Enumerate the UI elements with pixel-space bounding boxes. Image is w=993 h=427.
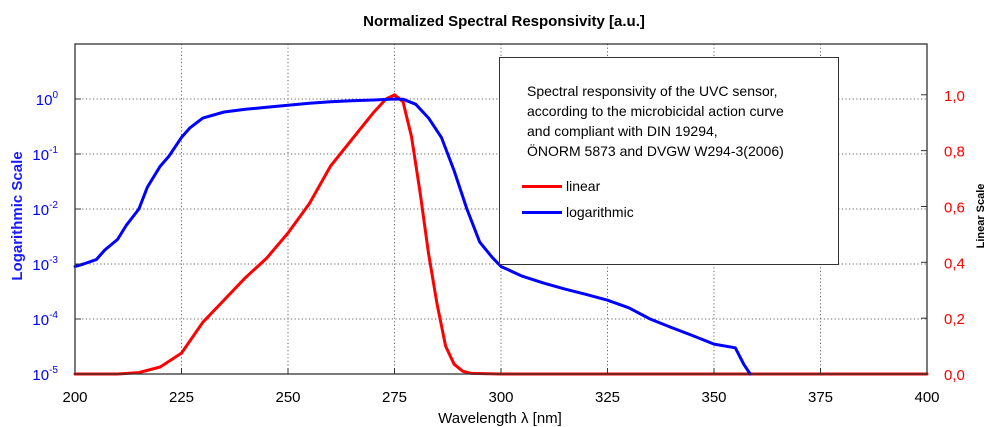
legend-swatch-logarithmic <box>522 210 562 214</box>
series-layer <box>73 93 929 376</box>
y-left-tick-label: 10-1 <box>32 145 58 164</box>
left-y-axis: 10-5 10-4 10-3 10-2 10-1 100 <box>32 90 81 384</box>
annotation-line: according to the microbicidal action cur… <box>527 103 784 119</box>
x-tick-label: 300 <box>488 389 513 406</box>
legend-label-linear: linear <box>566 178 601 194</box>
x-tick-label: 250 <box>275 389 300 406</box>
x-tick-label: 200 <box>62 389 87 406</box>
y-right-tick-label: 0,6 <box>944 199 965 216</box>
legend-swatch-linear <box>522 184 562 188</box>
left-y-axis-label: Logarithmic Scale <box>9 151 26 280</box>
right-y-axis-label: Linear Scale <box>975 184 987 249</box>
y-left-tick-label: 10-4 <box>32 310 58 329</box>
annotation-line: Spectral responsivity of the UVC sensor, <box>527 83 778 99</box>
x-tick-label: 225 <box>169 389 194 406</box>
right-y-axis: 0,0 0,2 0,4 0,6 0,8 1,0 <box>921 88 965 384</box>
series-line-linear <box>73 93 929 376</box>
annotation-line: ÖNORM 5873 and DVGW W294-3(2006) <box>527 143 784 159</box>
y-right-tick-label: 1,0 <box>944 88 965 105</box>
chart-title: Normalized Spectral Responsivity [a.u.] <box>363 13 645 30</box>
legend-box: Spectral responsivity of the UVC sensor,… <box>499 57 839 265</box>
x-axis-label: Wavelength λ [nm] <box>438 410 562 427</box>
legend-entry-linear: linear <box>522 176 600 196</box>
y-left-tick-label: 10-3 <box>32 255 58 274</box>
x-tick-label: 400 <box>914 389 939 406</box>
y-left-tick-label: 10-5 <box>32 365 58 384</box>
annotation-text: Spectral responsivity of the UVC sensor,… <box>527 81 784 161</box>
y-right-tick-label: 0,8 <box>944 144 965 161</box>
y-right-tick-label: 0,4 <box>944 255 965 272</box>
y-right-tick-label: 0,2 <box>944 311 965 328</box>
x-axis: 200 225 250 275 300 325 350 375 400 <box>62 368 940 406</box>
x-tick-label: 350 <box>701 389 726 406</box>
series-line-logarithmic <box>73 97 752 376</box>
annotation-line: and compliant with DIN 19294, <box>527 123 718 139</box>
legend-label-logarithmic: logarithmic <box>566 204 634 220</box>
x-tick-label: 325 <box>595 389 620 406</box>
y-left-tick-label: 10-2 <box>32 200 58 219</box>
x-tick-label: 275 <box>382 389 407 406</box>
legend-entry-logarithmic: logarithmic <box>522 202 634 222</box>
y-left-tick-label: 100 <box>36 90 59 109</box>
y-right-tick-label: 0,0 <box>944 367 965 384</box>
x-tick-label: 375 <box>808 389 833 406</box>
